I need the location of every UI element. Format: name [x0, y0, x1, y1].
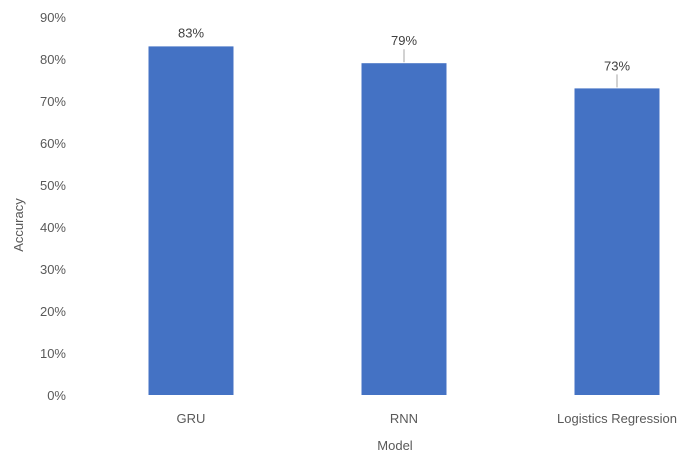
y-tick-label: 90% — [40, 10, 66, 25]
y-axis-ticks: 0% 10% 20% 30% 40% 50% 60% 70% 80% 90% — [40, 10, 66, 403]
x-category-label: RNN — [390, 411, 418, 426]
bar — [574, 88, 660, 396]
y-tick-label: 50% — [40, 178, 66, 193]
y-tick-label: 20% — [40, 304, 66, 319]
x-category-label: Logistics Regression — [557, 411, 677, 426]
y-tick-label: 0% — [47, 388, 66, 403]
data-label-leader-lines — [403, 49, 618, 88]
y-tick-label: 60% — [40, 136, 66, 151]
data-labels: 83% 79% 73% — [178, 25, 630, 73]
y-tick-label: 30% — [40, 262, 66, 277]
x-axis-title: Model — [377, 438, 413, 453]
bar — [361, 63, 447, 395]
data-label: 79% — [391, 33, 417, 48]
data-label: 83% — [178, 25, 204, 40]
x-category-label: GRU — [177, 411, 206, 426]
y-tick-label: 70% — [40, 94, 66, 109]
x-axis-categories: GRU RNN Logistics Regression — [177, 411, 677, 426]
y-tick-label: 80% — [40, 52, 66, 67]
y-tick-label: 10% — [40, 346, 66, 361]
bars — [148, 46, 660, 396]
y-tick-label: 40% — [40, 220, 66, 235]
bar — [148, 46, 234, 396]
data-label: 73% — [604, 58, 630, 73]
y-axis-title: Accuracy — [11, 198, 26, 252]
